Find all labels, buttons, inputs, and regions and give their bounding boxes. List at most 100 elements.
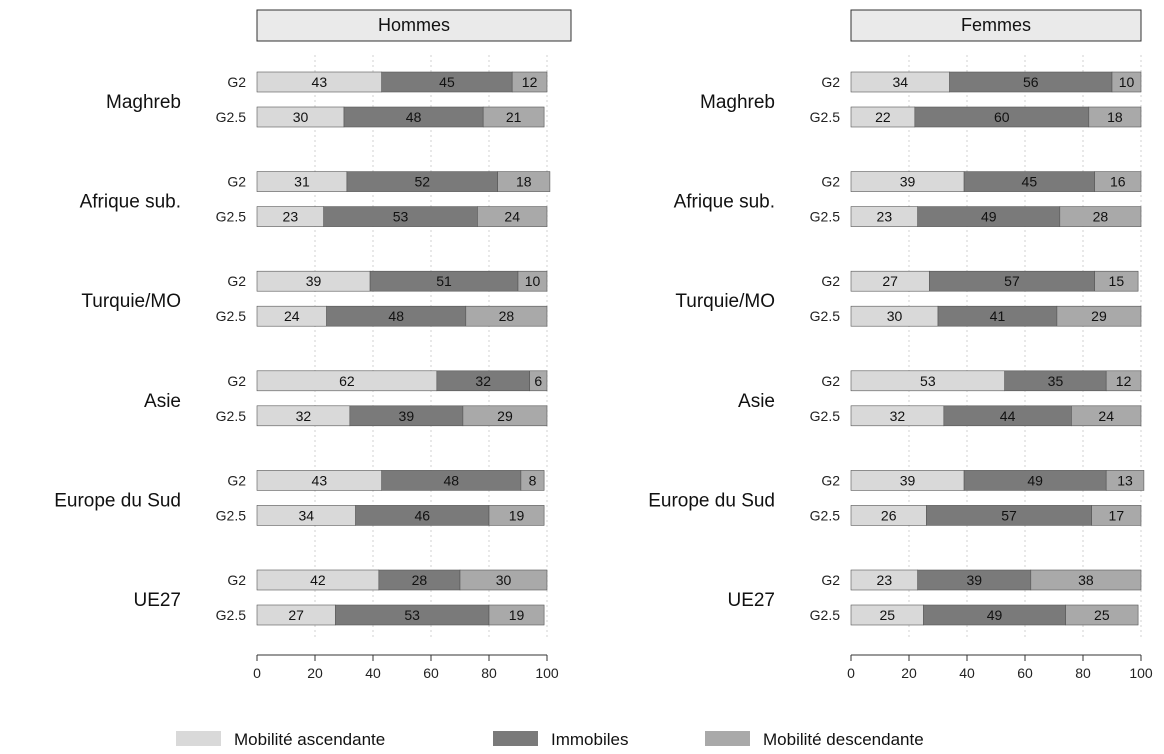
bar-segment-down: [1071, 405, 1142, 427]
bar-segment-down: [1030, 569, 1142, 591]
legend-label: Mobilité ascendante: [234, 730, 385, 749]
data-label: 57: [1001, 507, 1017, 523]
data-label: 12: [1116, 373, 1132, 389]
data-label: 25: [1094, 607, 1110, 623]
category-label: Maghreb: [700, 92, 775, 113]
data-label: 18: [1107, 109, 1123, 125]
data-label: 48: [444, 472, 460, 488]
bar-label: G2.5: [810, 507, 841, 523]
x-tick-label: 100: [535, 665, 559, 681]
data-label: 45: [1022, 174, 1038, 190]
bar-segment-down: [1088, 106, 1142, 128]
data-label: 49: [981, 209, 997, 225]
bar-label: G2: [227, 472, 246, 488]
panel-hommes: Hommes Maghreb G2 43 45 12 G2.5 30 48 21 Afrique s…: [54, 9, 572, 681]
bar-segment-down: [497, 171, 551, 192]
category-label: Asie: [738, 391, 775, 412]
data-label: 62: [339, 373, 355, 389]
data-label: 52: [415, 174, 431, 190]
data-label: 39: [399, 408, 415, 424]
bar-label: G2: [821, 74, 840, 90]
data-label: 6: [534, 373, 542, 389]
bar-segment-down: [1091, 505, 1142, 526]
x-tick-label: 60: [1017, 665, 1033, 681]
bar-segment-down: [1105, 470, 1145, 491]
bar-segment-down: [517, 270, 548, 292]
data-label: 42: [310, 572, 326, 588]
data-label: 43: [312, 74, 328, 90]
data-label: 49: [1027, 472, 1043, 488]
data-label: 31: [294, 174, 310, 190]
bar-label: G2.5: [810, 109, 841, 125]
bar-segment-down: [488, 604, 545, 626]
x-tick-label: 60: [423, 665, 439, 681]
data-label: 35: [1048, 373, 1064, 389]
data-label: 41: [990, 308, 1006, 324]
category-label: Maghreb: [106, 92, 181, 113]
data-label: 25: [879, 607, 895, 623]
bar-label: G2: [227, 174, 246, 190]
bar-label: G2: [821, 572, 840, 588]
data-label: 57: [1004, 273, 1020, 289]
data-label: 26: [881, 507, 897, 523]
data-label: 39: [900, 174, 916, 190]
category-label: Turquie/MO: [81, 291, 181, 312]
bar-label: G2.5: [216, 308, 247, 324]
data-label: 27: [288, 607, 304, 623]
legend-label: Immobiles: [551, 730, 628, 749]
bar-label: G2.5: [216, 109, 247, 125]
bar-label: G2.5: [216, 607, 247, 623]
data-label: 53: [920, 373, 936, 389]
panel-femmes: Femmes Maghreb G2 34 56 10 G2.5 22 60 18 Afrique s…: [648, 9, 1153, 681]
category-label: Europe du Sud: [648, 490, 775, 511]
data-label: 16: [1110, 174, 1126, 190]
data-label: 30: [496, 572, 512, 588]
panel-title: Femmes: [961, 15, 1031, 35]
category-label: UE27: [727, 590, 775, 611]
data-label: 19: [509, 507, 525, 523]
x-tick-label: 80: [1075, 665, 1091, 681]
bar-label: G2.5: [216, 507, 247, 523]
bar-label: G2.5: [216, 209, 247, 225]
bar-segment-down: [511, 71, 548, 93]
data-label: 30: [293, 109, 309, 125]
category-label: Afrique sub.: [674, 192, 775, 213]
data-label: 24: [284, 308, 300, 324]
x-tick-label: 80: [481, 665, 497, 681]
data-label: 28: [412, 572, 428, 588]
data-label: 30: [887, 308, 903, 324]
bar-label: G2.5: [810, 209, 841, 225]
data-label: 48: [406, 109, 422, 125]
data-label: 8: [529, 472, 537, 488]
legend-label: Mobilité descendante: [763, 730, 924, 749]
bar-label: G2.5: [810, 607, 841, 623]
panel-header: [256, 9, 572, 42]
bar-segment-down: [1059, 206, 1142, 227]
data-label: 32: [296, 408, 312, 424]
data-label: 49: [987, 607, 1003, 623]
bar-label: G2: [821, 174, 840, 190]
data-label: 53: [393, 209, 409, 225]
data-label: 39: [900, 472, 916, 488]
bar-segment-down: [1056, 305, 1142, 327]
data-label: 12: [522, 74, 538, 90]
bar-segment-down: [459, 569, 548, 591]
data-label: 60: [994, 109, 1010, 125]
data-label: 29: [497, 408, 513, 424]
data-label: 32: [475, 373, 491, 389]
data-label: 43: [312, 472, 328, 488]
bar-label: G2.5: [216, 408, 247, 424]
category-label: Asie: [144, 391, 181, 412]
data-label: 10: [525, 273, 541, 289]
bar-segment-down: [1065, 604, 1139, 626]
data-label: 56: [1023, 74, 1039, 90]
data-label: 46: [415, 507, 431, 523]
category-label: Europe du Sud: [54, 490, 181, 511]
data-label: 34: [893, 74, 909, 90]
bar-label: G2.5: [810, 308, 841, 324]
data-label: 10: [1119, 74, 1135, 90]
x-tick-label: 0: [253, 665, 261, 681]
bar-label: G2: [821, 472, 840, 488]
bar-label: G2: [821, 273, 840, 289]
